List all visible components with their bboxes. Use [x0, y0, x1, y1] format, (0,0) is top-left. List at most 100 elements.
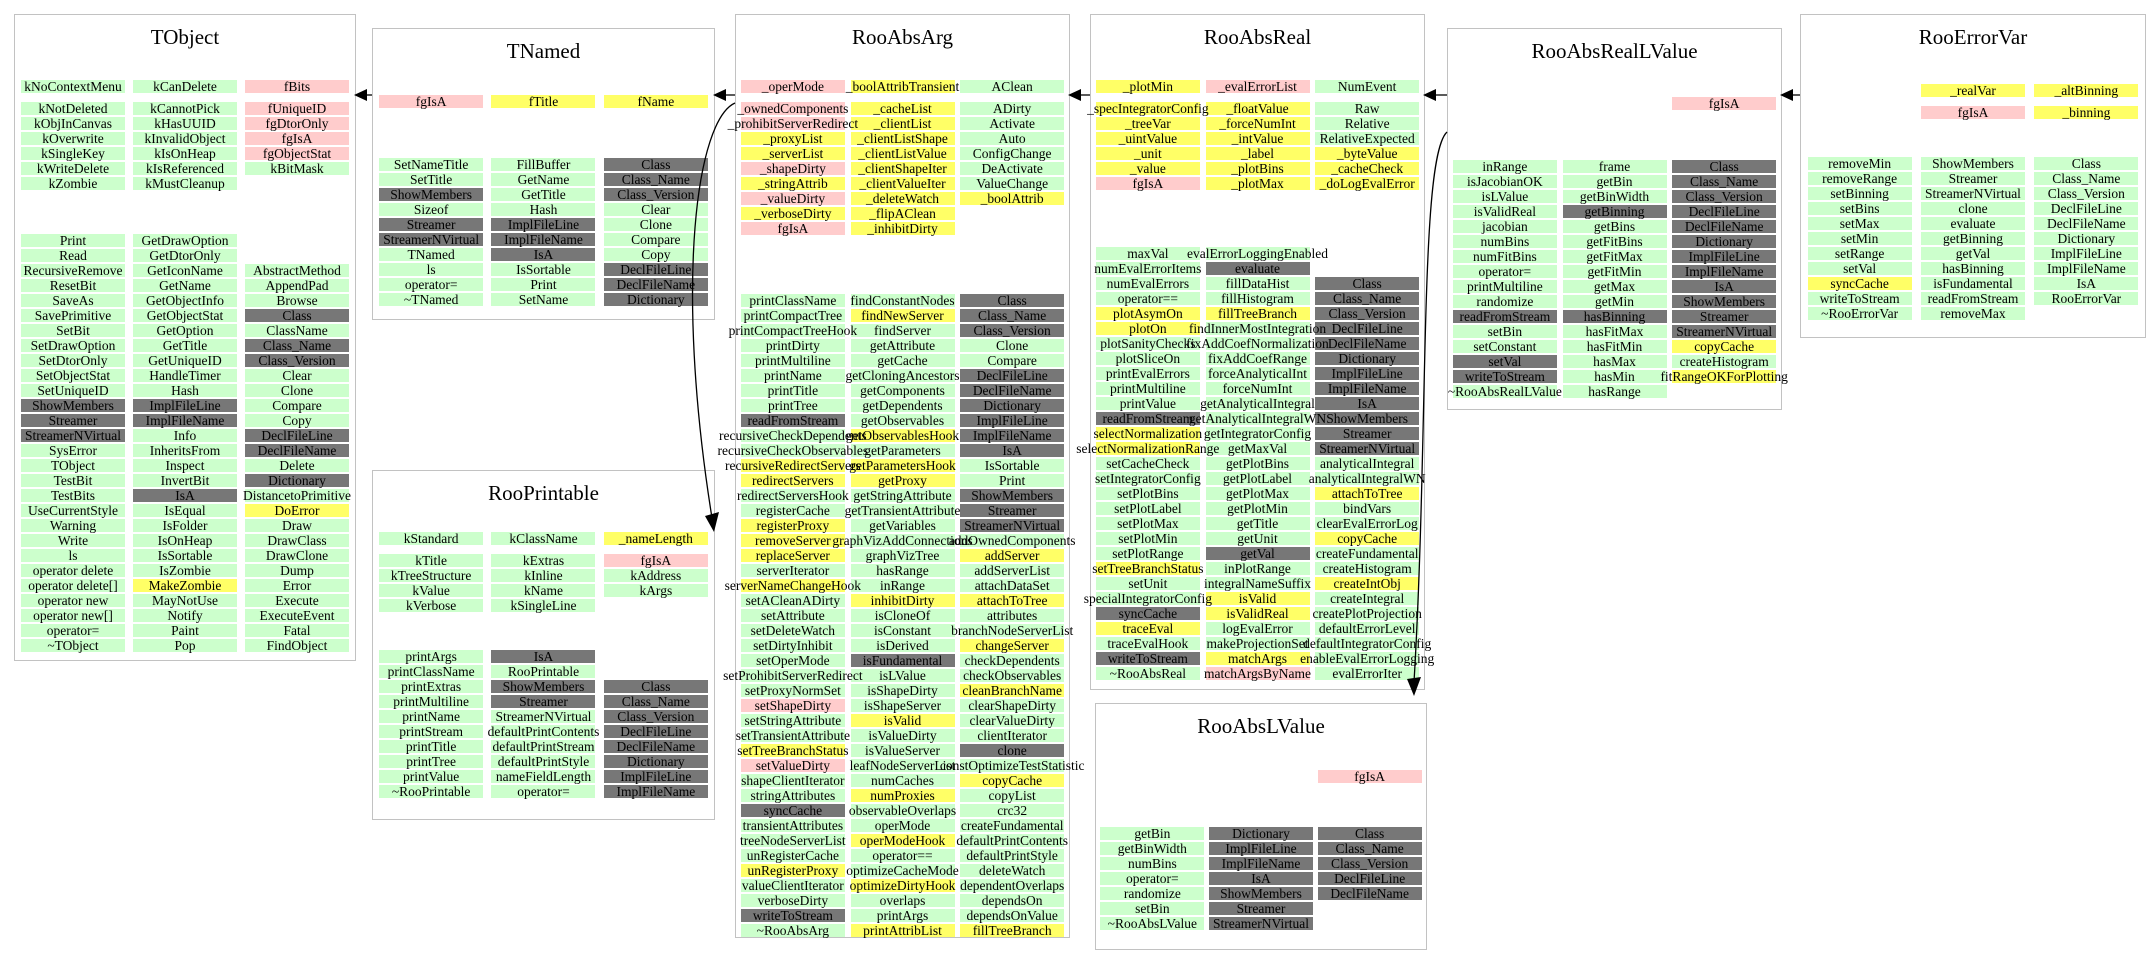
member-highlight-d	[960, 444, 1065, 457]
member-row: printValue	[375, 769, 487, 784]
member-highlight-g	[740, 624, 845, 637]
member-label: inRange	[1482, 158, 1528, 174]
member-label: inRange	[880, 577, 925, 593]
member-row: Warning	[17, 518, 129, 533]
member-column-1: kNoContextMenu kNotDeleted kObjInCanvas kOv…	[17, 79, 129, 191]
member-label: _binning	[2062, 104, 2111, 120]
member-label: registerCache	[755, 502, 830, 518]
spacer	[600, 546, 712, 553]
member-row: copyCache	[1669, 339, 1779, 354]
member-row: fBits	[241, 79, 353, 94]
member-row: createPlotProjection	[1312, 606, 1422, 621]
spacer	[738, 94, 848, 101]
member-column-2: ShowMembers Streamer StreamerNVirtual clone…	[1916, 156, 2029, 321]
member-label: ShowMembers	[502, 678, 585, 694]
member-highlight-g	[1807, 202, 1912, 215]
methods-section: printArgs printClassName printExtras printM…	[375, 649, 712, 799]
member-highlight-y	[740, 549, 845, 562]
member-highlight-y	[1315, 487, 1420, 500]
member-highlight-g	[21, 234, 125, 247]
member-highlight-g	[740, 429, 845, 442]
member-row: MayNotUse	[129, 593, 241, 608]
member-highlight-g	[1315, 80, 1420, 93]
member-row: kBitMask	[241, 161, 353, 176]
member-highlight-g	[379, 650, 484, 663]
member-row: RecursiveRemove	[17, 263, 129, 278]
member-label: SetBit	[56, 322, 90, 338]
member-row: SetName	[487, 292, 599, 307]
member-label: kZombie	[48, 175, 98, 191]
member-label: Sizeof	[413, 201, 449, 217]
member-row: readFromStream	[1093, 411, 1203, 426]
member-label: DeclFileName	[1330, 885, 1410, 901]
member-highlight-y	[960, 549, 1065, 562]
member-highlight-y	[850, 102, 955, 115]
member-highlight-y	[1095, 117, 1200, 130]
member-row: SetUniqueID	[17, 383, 129, 398]
member-label: jacobian	[1481, 218, 1528, 234]
member-row: defaultIntegratorConfig	[1303, 636, 1431, 651]
member-highlight-g	[133, 474, 237, 487]
member-highlight-g	[133, 80, 237, 93]
member-highlight-g	[1205, 292, 1310, 305]
member-column-3: Class Class_Name Class_Version Clone Compare…	[940, 293, 1084, 938]
member-row: defaultPrintStream	[487, 739, 599, 754]
member-label: _doLogEvalError	[1319, 175, 1415, 191]
member-column-1: fgIsA	[375, 94, 487, 109]
member-label: operator=	[404, 276, 458, 292]
member-highlight-g	[2034, 202, 2139, 215]
member-row: Raw	[1312, 101, 1422, 116]
member-highlight-p	[379, 95, 484, 108]
member-label: kValue	[412, 582, 450, 598]
member-highlight-g	[960, 459, 1065, 472]
member-label: _boolAttrib	[980, 190, 1044, 206]
member-row: getBinning	[1916, 231, 2029, 246]
member-label: graphVizTree	[865, 547, 940, 563]
member-label: fillTreeBranch	[1218, 305, 1297, 321]
member-label: _clientValueIter	[859, 175, 946, 191]
member-row: redirectServersHook	[737, 488, 849, 503]
member-row: FindObject	[241, 638, 353, 653]
member-label: operator=	[517, 783, 570, 799]
member-highlight-g	[1100, 842, 1205, 855]
member-label: matchArgsByName	[1204, 665, 1311, 681]
member-row: _floatValue	[1203, 101, 1313, 116]
member-row: printMultiline	[1450, 279, 1560, 294]
member-row: ImplFileName	[957, 428, 1067, 443]
member-label: hasBinning	[1942, 260, 2004, 276]
member-highlight-g	[850, 519, 955, 532]
member-label: setTreeBranchStatus	[1092, 560, 1204, 576]
member-label: randomize	[1123, 885, 1181, 901]
member-row: ImplFileLine	[957, 413, 1067, 428]
member-row: _nameLength	[600, 531, 712, 546]
member-label: ImplFileLine	[1688, 248, 1760, 264]
methods-section: removeMin removeRange setBinning setBins set…	[1803, 156, 2143, 321]
member-label: isConstant	[874, 622, 932, 638]
member-highlight-d	[1205, 547, 1310, 560]
member-row: DeclFileLine	[600, 262, 712, 277]
member-label: Inspect	[165, 457, 205, 473]
member-row: Clone	[241, 383, 353, 398]
member-highlight-d	[133, 489, 237, 502]
member-label: ~RooAbsArg	[756, 922, 829, 938]
member-label: Class_Version	[1331, 855, 1409, 871]
member-highlight-g	[740, 729, 845, 742]
member-label: isShapeDirty	[867, 682, 938, 698]
member-highlight-g	[1315, 517, 1420, 530]
member-row: printTitle	[738, 383, 848, 398]
member-highlight-y	[850, 177, 955, 190]
member-highlight-g	[21, 102, 125, 115]
member-row: setBin	[1450, 324, 1560, 339]
member-highlight-g	[1807, 292, 1912, 305]
member-label: ConfigChange	[972, 145, 1052, 161]
member-label: kInvalidObject	[144, 130, 226, 146]
member-highlight-d	[379, 218, 484, 231]
member-label: operator delete[]	[28, 577, 118, 593]
member-highlight-d	[1315, 352, 1420, 365]
member-label: getVal	[1955, 245, 1991, 261]
member-highlight-g	[491, 569, 596, 582]
member-highlight-y	[960, 639, 1065, 652]
member-row: _deleteWatch	[848, 191, 958, 206]
member-highlight-g	[379, 203, 484, 216]
member-row: Streamer	[1916, 171, 2029, 186]
